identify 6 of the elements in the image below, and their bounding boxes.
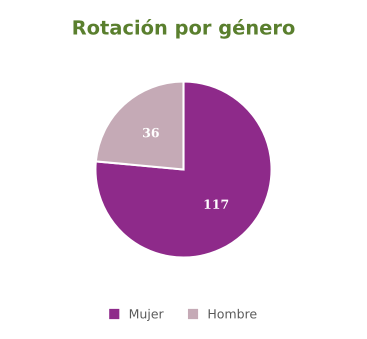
legend-label: Hombre	[208, 308, 256, 319]
chart-title: Rotación por género	[73, 18, 294, 39]
data-label: 117	[204, 199, 228, 209]
pie-slice	[94, 80, 273, 259]
legend-label: Mujer	[130, 308, 164, 321]
data-label: 36	[143, 128, 159, 138]
